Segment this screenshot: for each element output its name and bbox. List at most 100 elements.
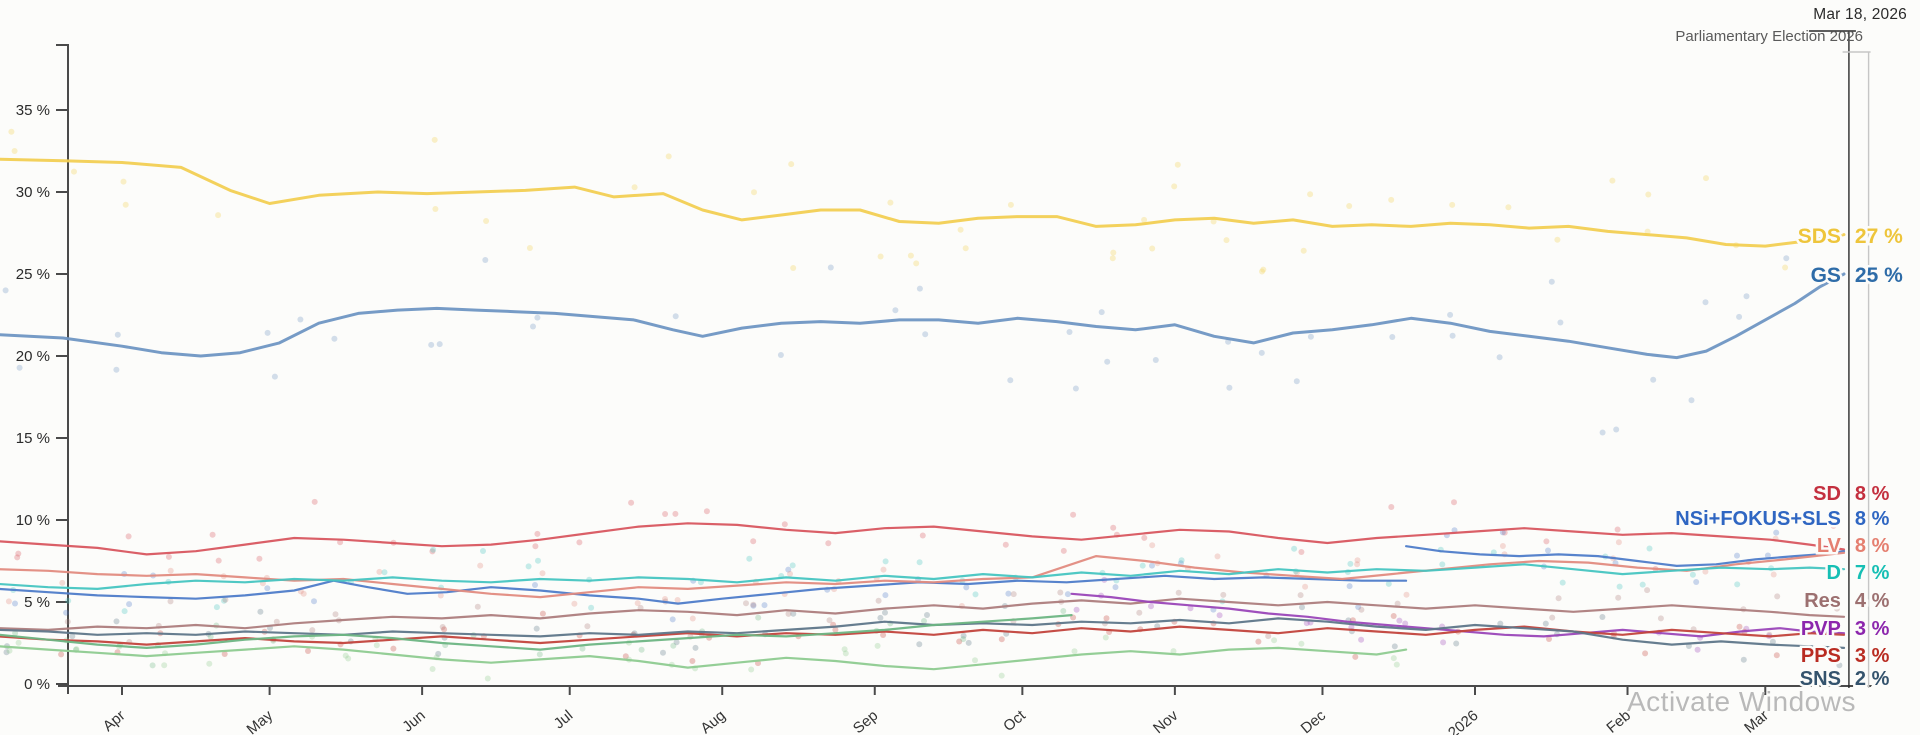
poll-dot-SD [1543,538,1550,545]
poll-dot-LV [1354,557,1361,564]
poll-dot-green [1298,640,1305,647]
x-tick-label: Oct [1000,707,1029,735]
poll-dot-D [213,604,220,611]
poll-dot-GS [1104,358,1111,365]
poll-dot-SD [662,511,669,517]
poll-dot-Res [474,603,481,610]
poll-dot-green [960,636,967,643]
poll-dot-NSi+FOKUS+SLS [1149,562,1155,569]
poll-dot-D [535,557,541,564]
poll-dot-PPS [1546,636,1552,642]
poll-dot-SNS [965,639,972,646]
poll-dot-GS [2,287,9,294]
poll-dot-NSi+FOKUS+SLS [1005,590,1012,597]
poll-dot-D [1439,561,1446,568]
poll-dot-Res [167,598,174,605]
poll-dot-SD [1070,511,1077,518]
poll-dot-green [484,675,491,682]
poll-dot-D [65,597,72,604]
poll-dot-SDS [483,218,490,224]
poll-dot-GS [1496,354,1503,361]
poll-dot-SDS [877,253,884,260]
poll-dot-D [972,591,979,598]
x-tick-label: Nov [1150,707,1182,735]
poll-dot-LV [539,570,546,577]
poll-dot-Res [875,597,882,604]
series-value-PVP: 3 % [1855,618,1890,640]
poll-dot-NSi+FOKUS+SLS [1693,579,1700,585]
poll-dot-PVP [1694,646,1701,653]
poll-dot-PVP [1827,624,1834,631]
poll-dot-NSi+FOKUS+SLS [1346,583,1353,590]
poll-dot-LV [674,597,681,603]
poll-dot-PPS [956,638,963,645]
poll-dot-SDS [1645,191,1652,198]
x-tick-label: Dec [1298,707,1330,735]
poll-dot-SDS [1346,203,1353,209]
poll-dot-GS [1783,255,1790,262]
poll-dot-D [588,604,595,611]
poll-dot-SNS [924,612,930,618]
y-tick-label: 35 % [16,102,50,119]
poll-dot-SD [628,499,635,506]
x-tick-label: Apr [100,707,129,735]
poll-dot-PPS [1773,652,1780,659]
poll-dot-SDS [1110,249,1117,256]
poll-dot-D [1178,557,1185,564]
trend-line-NSi+FOKUS+SLS [1404,545,1846,568]
poll-dot-SDS [432,206,439,212]
trend-line-SDS [0,157,1846,248]
x-tick-label: Sep [850,707,881,735]
poll-dot-GS [114,331,121,338]
poll-dot-Res [1644,587,1651,594]
poll-dot-D [1559,579,1566,586]
poll-dot-LV [167,567,174,574]
poll-dot-green [748,666,755,673]
poll-dot-D [1291,545,1298,552]
series-label-LV: LV [1817,535,1842,557]
poll-dot-SD [576,539,583,546]
poll-dot-D [1831,562,1838,569]
poll-dot-NSi+FOKUS+SLS [1064,591,1071,598]
trend-line-D [0,563,1846,591]
poll-dot-GS [436,341,443,348]
poll-dot-PPS [1642,650,1649,657]
poll-dot-Res [1615,594,1622,601]
series-value-SDS: 27 % [1855,225,1903,248]
poll-dot-green [998,672,1005,679]
election-date-label: Mar 18, 2026 [1813,6,1907,23]
poll-dot-GS [113,366,120,373]
poll-dot-SNS [533,625,540,632]
poll-dot-SNS [3,649,10,656]
poll-dot-GS [1736,313,1743,320]
poll-dot-D [1347,560,1354,567]
series-label-SD: SD [1813,483,1841,505]
poll-dot-SD [1298,549,1305,555]
poll-dot-NSi+FOKUS+SLS [1734,552,1740,559]
poll-dot-LV [571,600,578,607]
poll-dot-GS [1702,299,1709,306]
poll-dot-GS [297,316,304,323]
series-value-SNS: 2 % [1855,668,1890,690]
poll-dot-GS [1293,378,1300,385]
poll-dot-D [1689,571,1696,578]
poll-dot-PPS [441,626,448,633]
poll-dot-NSi+FOKUS+SLS [1773,529,1780,536]
poll-dot-D [1139,562,1146,569]
poll-dot-PPS [1390,613,1397,619]
poll-dot-SD [1002,541,1009,548]
poll-dot-GS [672,313,679,320]
poll-dot-PPS [689,658,696,664]
poll-dot-SDS [71,168,77,175]
poll-dot-SNS [916,641,923,648]
poll-dot-Res [332,611,339,618]
poll-dot-SD [15,550,22,557]
poll-dot-NSi+FOKUS+SLS [1499,529,1506,536]
poll-dot-SD [1614,526,1621,533]
series-label-GS: GS [1811,264,1841,287]
poll-dot-Res [1549,614,1556,621]
poll-dot-D [121,608,128,615]
poll-dot-NSi+FOKUS+SLS [1545,547,1551,554]
poll-dot-SD [703,508,710,515]
trend-line-green [0,645,1408,671]
